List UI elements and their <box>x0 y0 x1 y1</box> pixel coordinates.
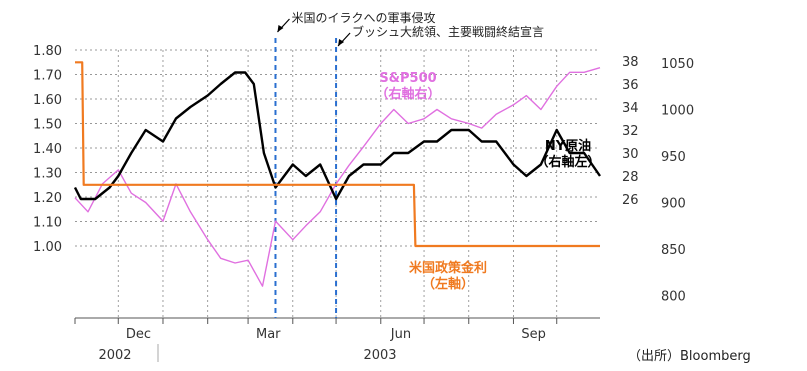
event-label: 米国のイラクへの軍事侵攻 <box>291 10 435 25</box>
tick-labels: 1.80 1.70 1.60 1.50 1.40 1.30 1.20 1.10 1.00 38 36… <box>33 44 694 363</box>
right-outer-tick-label: 900 <box>661 197 686 212</box>
right-inner-tick-label: 28 <box>622 170 639 185</box>
right-inner-tick-label: 26 <box>622 193 639 208</box>
left-tick-label: 1.80 <box>33 44 62 59</box>
right-outer-tick-label: 1050 <box>661 57 694 72</box>
series-label-0: （右軸右） <box>375 86 440 102</box>
source-label: （出所）Bloomberg <box>628 349 751 364</box>
series-label-2: 米国政策金利 <box>409 260 487 276</box>
series-line-1 <box>73 71 601 201</box>
right-outer-tick-label: 850 <box>661 243 686 258</box>
series-labels: S&P500（右軸右） NY原油（右軸左） 米国政策金利（左軸） <box>375 71 600 292</box>
right-inner-tick-label: 34 <box>622 101 639 116</box>
event-arrowhead <box>338 39 345 46</box>
x-year-label: 2003 <box>363 348 396 363</box>
left-tick-label: 1.50 <box>33 118 62 133</box>
left-tick-label: 1.60 <box>33 93 62 108</box>
event-label: ブッシュ大統領、主要戦闘終結宣言 <box>352 24 544 39</box>
right-inner-tick-label: 32 <box>622 124 639 139</box>
series-label-1: NY原油 <box>545 138 591 154</box>
right-inner-tick-label: 38 <box>622 55 639 70</box>
event-arrowhead <box>277 25 284 32</box>
left-tick-label: 1.30 <box>33 167 62 182</box>
right-outer-tick-label: 950 <box>661 150 686 165</box>
series-lines <box>73 61 601 287</box>
left-tick-label: 1.40 <box>33 142 62 157</box>
series-label-1: （右軸左） <box>535 154 600 170</box>
right-outer-tick-label: 800 <box>661 290 686 305</box>
x-tick-label: Mar <box>256 327 281 342</box>
right-outer-tick-label: 1000 <box>661 104 694 119</box>
x-tick-label: Jun <box>390 327 411 342</box>
left-tick-label: 1.20 <box>33 191 62 206</box>
x-tick-label: Dec <box>126 327 151 342</box>
left-tick-label: 1.00 <box>33 240 62 255</box>
right-inner-tick-label: 30 <box>622 147 639 162</box>
series-line-2 <box>75 61 600 248</box>
series-label-0: S&P500 <box>379 71 436 86</box>
left-tick-label: 1.10 <box>33 216 62 231</box>
right-inner-tick-label: 36 <box>622 78 639 93</box>
x-year-label: 2002 <box>98 348 131 363</box>
left-tick-label: 1.70 <box>33 69 62 84</box>
series-label-2: （左軸） <box>422 276 474 292</box>
series-line-0 <box>74 67 601 287</box>
grid <box>74 49 600 324</box>
x-tick-label: Sep <box>521 327 546 342</box>
